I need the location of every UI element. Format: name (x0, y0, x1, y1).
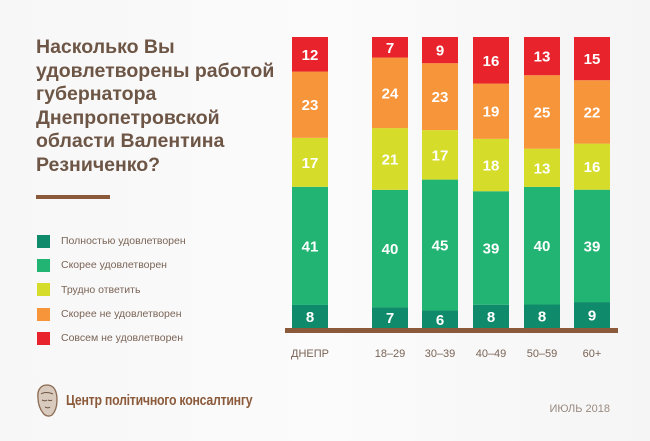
bar-segment (422, 310, 458, 328)
bar-segment (372, 57, 408, 129)
category-label: ДНЕПР (291, 348, 329, 360)
category-label: 30–39 (425, 348, 456, 360)
legend-label: Скорее не удовлетворен (61, 308, 182, 321)
title-divider (36, 195, 110, 199)
data-label: 19 (483, 104, 500, 121)
bar-segment (574, 80, 610, 144)
data-label: 8 (538, 309, 546, 326)
bar-segment (524, 186, 560, 305)
data-label: 16 (584, 159, 601, 176)
bar-segment (372, 37, 408, 58)
legend-item: Полностью удовлетворен (37, 229, 186, 253)
legend-item: Скорее не удовлетворен (37, 302, 186, 326)
data-label: 45 (432, 238, 449, 255)
data-label: 23 (302, 97, 319, 114)
org-logo: Центр політичного консалтингу (36, 384, 285, 418)
category-label: 50–59 (527, 348, 558, 360)
legend-swatch (37, 307, 50, 321)
bar-segment (473, 304, 509, 328)
legend: Полностью удовлетворен Скорее удовлетворе… (37, 229, 186, 350)
bar-segment (524, 148, 560, 187)
data-label: 15 (584, 51, 601, 68)
data-label: 21 (382, 151, 399, 168)
legend-item: Трудно ответить (37, 278, 186, 302)
bar-segment (292, 37, 328, 72)
bar-segment (422, 130, 458, 180)
data-label: 25 (534, 104, 551, 121)
data-label: 13 (534, 49, 551, 66)
legend-swatch (37, 331, 50, 345)
bar-segment (524, 75, 560, 149)
legend-label: Совсем не удовлетворен (61, 332, 184, 345)
bar-segment (473, 191, 509, 305)
bar-segment (372, 128, 408, 190)
bar-segment (292, 304, 328, 328)
category-label: 40–49 (476, 348, 507, 360)
data-label: 16 (483, 53, 500, 70)
data-label: 39 (584, 238, 601, 255)
head-emblem-icon (37, 384, 58, 417)
legend-swatch (37, 258, 50, 272)
bar-segment (473, 83, 509, 139)
data-label: 12 (302, 47, 319, 64)
bar-segment (574, 143, 610, 190)
legend-label: Скорее удовлетворен (61, 259, 167, 272)
chart-title: Насколько Вы удовлетворены работой губер… (36, 36, 275, 176)
data-label: 8 (306, 309, 314, 326)
data-label: 22 (584, 104, 601, 121)
data-label: 41 (302, 238, 319, 255)
data-label: 24 (382, 85, 399, 102)
data-label: 17 (432, 147, 449, 164)
x-axis-baseline (285, 328, 618, 333)
bar-segment (292, 71, 328, 138)
data-label: 17 (302, 155, 319, 172)
legend-swatch (37, 283, 50, 297)
bar-segment (574, 302, 610, 328)
org-name: Центр політичного консалтингу (66, 393, 253, 409)
bar-segment (574, 189, 610, 303)
bar-segment (372, 189, 408, 308)
data-label: 6 (436, 312, 444, 329)
data-label: 40 (382, 241, 399, 258)
bar-segment (292, 137, 328, 187)
data-label: 18 (483, 158, 500, 175)
category-label: 60+ (583, 348, 602, 360)
bar-segment (574, 37, 610, 81)
bar-segment (473, 37, 509, 84)
bar-segment (524, 37, 560, 76)
data-label: 13 (534, 160, 551, 177)
legend-swatch (37, 234, 50, 248)
data-label: 23 (432, 89, 449, 106)
bar-segment (372, 307, 408, 328)
survey-date: ИЮЛЬ 2018 (549, 403, 611, 415)
data-label: 9 (588, 308, 596, 325)
bar-segment (422, 37, 458, 64)
bar-segment (473, 138, 509, 192)
data-label: 40 (534, 238, 551, 255)
bar-segment (292, 186, 328, 305)
data-label: 7 (386, 40, 394, 57)
legend-item: Скорее удовлетворен (37, 253, 186, 277)
data-label: 7 (386, 310, 394, 327)
category-label: 18–29 (375, 348, 406, 360)
bar-segment (524, 304, 560, 328)
legend-label: Трудно ответить (61, 283, 141, 296)
data-label: 8 (487, 309, 495, 326)
data-label: 9 (436, 43, 444, 60)
bar-segment (422, 63, 458, 131)
data-label: 39 (483, 240, 500, 257)
bar-segment (422, 179, 458, 311)
legend-label: Полностью удовлетворен (61, 235, 186, 248)
legend-item: Совсем не удовлетворен (37, 326, 186, 350)
